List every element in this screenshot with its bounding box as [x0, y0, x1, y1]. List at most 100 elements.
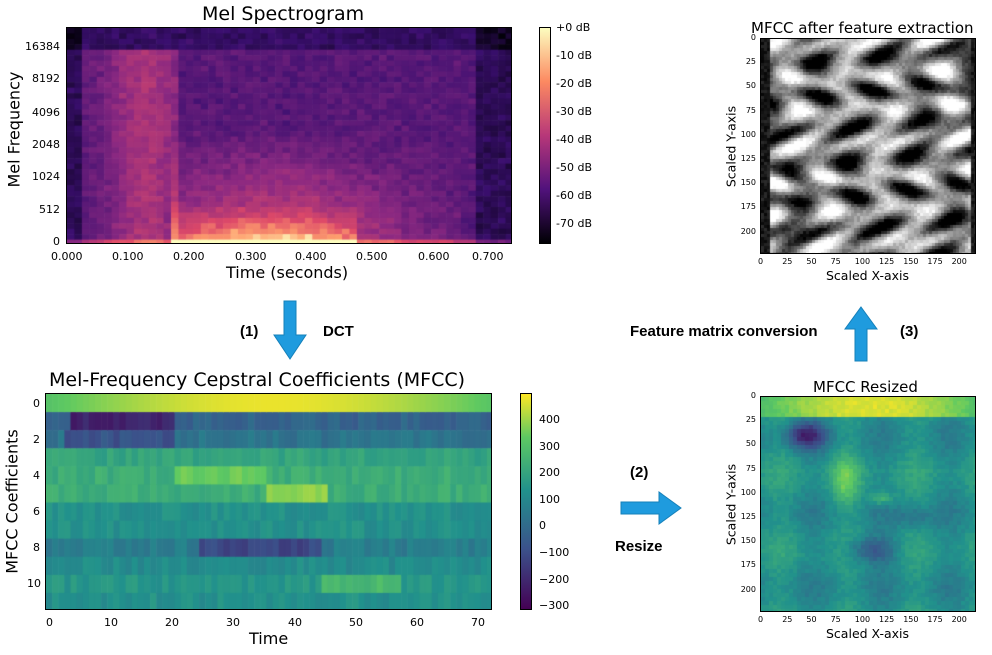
- mel-ytick: 2048: [32, 138, 60, 151]
- down-arrow-icon: [273, 300, 307, 360]
- mel-ytick: 8192: [32, 72, 60, 85]
- resized-ytick: 150: [740, 536, 756, 546]
- mel-ytick: 1024: [32, 170, 60, 183]
- feature-heatmap: [761, 39, 975, 253]
- mel-ylabel: Mel Frequency: [4, 71, 24, 188]
- feat-xtick: 100: [854, 257, 871, 266]
- feature-title: MFCC after feature extraction: [751, 19, 974, 37]
- mel-heatmap: [67, 28, 511, 243]
- mel-colorbar: [539, 27, 551, 244]
- resized-xlabel: Scaled X-axis: [826, 626, 910, 641]
- mfcc-xtick: 50: [349, 616, 363, 629]
- mfcc-xtick: 60: [410, 616, 424, 629]
- resized-ytick: 100: [740, 487, 756, 497]
- mfcc-plot: [45, 393, 492, 610]
- resized-heatmap: [761, 397, 975, 611]
- feat-ytick: 150: [740, 178, 756, 188]
- mfcc-cbar-tick: 400: [539, 413, 560, 426]
- mel-cbar-tick: -30 dB: [556, 105, 592, 118]
- mel-cbar-tick: -10 dB: [556, 49, 592, 62]
- mel-xtick: 0.100: [112, 250, 144, 263]
- mfcc-title: Mel-Frequency Cepstral Coefficients (MFC…: [49, 369, 466, 391]
- mel-cbar-tick: -50 dB: [556, 161, 592, 174]
- feat-ytick: 125: [740, 154, 756, 163]
- mfcc-cbar-tick: 100: [539, 493, 560, 506]
- resized-ytick: 200: [740, 584, 756, 594]
- feature-xlabel: Scaled X-axis: [826, 268, 910, 283]
- mfcc-ytick: 10: [27, 577, 41, 590]
- mfcc-cbar-tick: 200: [539, 466, 560, 479]
- resized-xtick: 200: [951, 615, 967, 624]
- mfcc-ytick: 6: [33, 505, 40, 518]
- mel-title: Mel Spectrogram: [202, 3, 365, 25]
- mfcc-ytick: 2: [33, 433, 40, 446]
- step2-label: Resize: [615, 538, 663, 555]
- resized-xtick: 125: [879, 615, 895, 624]
- resized-xtick: 25: [782, 615, 793, 624]
- feature-ylabel: Scaled Y-axis: [723, 105, 739, 188]
- feat-xtick: 200: [951, 257, 967, 266]
- mfcc-heatmap: [46, 394, 491, 609]
- step2-number: (2): [630, 464, 649, 481]
- up-arrow-icon: [844, 306, 878, 362]
- mel-ytick: 0: [53, 235, 60, 248]
- mel-ytick: 16384: [25, 40, 60, 53]
- feat-xtick: 125: [879, 257, 895, 266]
- step1-label: DCT: [323, 323, 354, 340]
- feat-ytick: 100: [740, 129, 756, 139]
- resized-xtick: 0: [758, 615, 764, 624]
- feat-xtick: 75: [830, 257, 841, 266]
- resized-ytick: 175: [740, 560, 756, 570]
- step3-number: (3): [900, 323, 919, 340]
- step1-number: (1): [240, 323, 259, 340]
- mel-spectrogram-plot: [66, 27, 512, 244]
- mfcc-feature-plot: [760, 38, 976, 254]
- mel-xtick: 0.200: [173, 250, 205, 263]
- resized-ytick: 125: [740, 512, 756, 521]
- resized-xtick: 175: [927, 615, 943, 624]
- feat-xtick: 175: [927, 257, 943, 266]
- mfcc-cbar-tick: −100: [539, 546, 570, 559]
- mel-xtick: 0.700: [472, 250, 504, 263]
- mfcc-xtick: 30: [226, 616, 240, 629]
- mfcc-xtick: 0: [46, 616, 53, 629]
- mel-cbar-tick: -70 dB: [556, 217, 592, 230]
- mfcc-cbar-tick: 300: [539, 440, 560, 453]
- mel-ytick: 512: [39, 203, 60, 216]
- mel-ytick: 4096: [32, 106, 60, 119]
- mfcc-ytick: 8: [33, 541, 40, 554]
- feat-xtick: 150: [903, 257, 919, 266]
- step3-label: Feature matrix conversion: [630, 323, 818, 340]
- mfcc-cbar-tick: −200: [539, 573, 570, 586]
- mel-xtick: 0.400: [295, 250, 327, 263]
- resized-xtick: 50: [806, 615, 817, 624]
- mfcc-resized-plot: [760, 396, 976, 612]
- mel-xlabel: Time (seconds): [226, 263, 349, 282]
- mfcc-cbar-tick: 0: [539, 519, 546, 532]
- mel-cbar-tick: -20 dB: [556, 77, 592, 90]
- resized-ytick: 0: [750, 391, 756, 400]
- mel-cbar-tick: -60 dB: [556, 189, 592, 202]
- mfcc-xtick: 40: [288, 616, 302, 629]
- mfcc-cbar-tick: −300: [539, 599, 570, 612]
- resized-ylabel: Scaled Y-axis: [723, 463, 739, 546]
- resized-ytick: 25: [745, 415, 756, 425]
- feat-xtick: 50: [806, 257, 817, 266]
- resized-xtick: 150: [903, 615, 919, 624]
- mel-xtick: 0.500: [356, 250, 388, 263]
- right-arrow-icon: [620, 491, 682, 525]
- mfcc-ytick: 0: [33, 397, 40, 410]
- mfcc-xtick: 20: [165, 616, 179, 629]
- mel-cbar-tick: +0 dB: [556, 21, 591, 34]
- resized-ytick: 75: [745, 463, 756, 473]
- feat-ytick: 0: [750, 33, 756, 42]
- resized-xtick: 75: [830, 615, 841, 624]
- mel-cbar-tick: -40 dB: [556, 133, 592, 146]
- feat-ytick: 25: [745, 57, 756, 67]
- resized-title: MFCC Resized: [813, 378, 918, 396]
- resized-xtick: 100: [854, 615, 871, 624]
- mfcc-xtick: 10: [104, 616, 118, 629]
- mfcc-ytick: 4: [33, 469, 40, 482]
- feat-ytick: 175: [740, 202, 756, 212]
- mfcc-colorbar: [520, 393, 532, 610]
